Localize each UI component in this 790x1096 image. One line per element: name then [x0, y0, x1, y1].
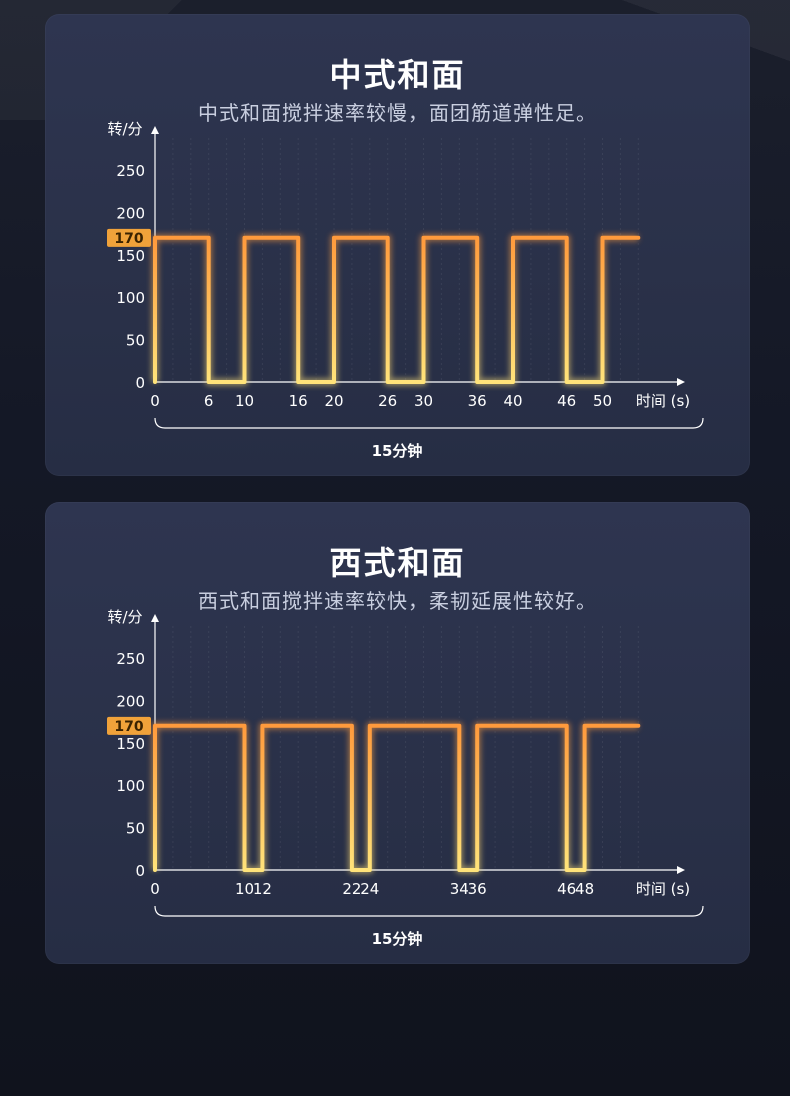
highlight-tag-label: 170: [114, 231, 143, 247]
card-subtitle: 中式和面搅拌速率较慢，面团筋道弹性足。: [198, 101, 597, 125]
x-axis-label: 时间 (s): [636, 880, 690, 898]
y-tick-label: 100: [116, 777, 145, 795]
x-tick-label: 20: [324, 392, 343, 410]
x-tick-label: 24: [360, 880, 379, 898]
x-tick-label: 16: [289, 392, 308, 410]
western-kneading-card: 西式和面 西式和面搅拌速率较快，柔韧延展性较好。 转/分 0 50 100 150 200…: [45, 502, 750, 964]
y-tick-label: 0: [135, 374, 145, 392]
speed-chart-chinese: 转/分 0 50 100 150 200 250 170 0 6 10 16 20 26 30 36 40 46 5…: [107, 120, 704, 460]
y-tick-label: 50: [126, 332, 145, 350]
x-tick-label: 36: [468, 880, 487, 898]
x-tick-label: 30: [414, 392, 433, 410]
duration-label: 15分钟: [372, 930, 423, 948]
card-subtitle: 西式和面搅拌速率较快，柔韧延展性较好。: [198, 589, 597, 613]
x-tick-label: 10: [235, 392, 254, 410]
x-tick-label: 48: [575, 880, 594, 898]
chinese-kneading-card: 中式和面 中式和面搅拌速率较慢，面团筋道弹性足。 转/分 0 50 100 150 200…: [45, 14, 750, 476]
highlight-tag: [107, 228, 151, 247]
series-line: [153, 723, 641, 872]
y-tick-label: 150: [116, 247, 145, 265]
x-tick-label: 12: [253, 880, 272, 898]
x-tick-label: 22: [342, 880, 361, 898]
y-axis-arrow: [151, 126, 159, 134]
x-axis-label: 时间 (s): [636, 392, 690, 410]
x-tick-label: 36: [468, 392, 487, 410]
y-axis-arrow: [151, 614, 159, 622]
y-tick-label: 200: [116, 204, 145, 222]
x-tick-label: 0: [150, 880, 160, 898]
x-tick-label: 10: [235, 880, 254, 898]
duration-label: 15分钟: [372, 442, 423, 460]
highlight-tag-label: 170: [114, 719, 143, 735]
y-tick-label: 150: [116, 735, 145, 753]
x-tick-label: 40: [503, 392, 522, 410]
x-tick-label: 34: [450, 880, 469, 898]
y-axis-label: 转/分: [107, 120, 142, 138]
y-tick-label: 0: [135, 862, 145, 880]
x-axis-arrow: [677, 378, 685, 386]
y-tick-label: 100: [116, 289, 145, 307]
x-tick-label: 0: [150, 392, 160, 410]
y-tick-label: 250: [116, 650, 145, 668]
highlight-tag: [107, 716, 151, 735]
x-tick-label: 6: [204, 392, 214, 410]
duration-brace: [154, 905, 704, 917]
y-tick-label: 250: [116, 162, 145, 180]
x-axis-arrow: [677, 866, 685, 874]
x-tick-label: 46: [557, 392, 576, 410]
card-title: 西式和面: [329, 544, 466, 582]
x-tick-label: 50: [593, 392, 612, 410]
y-tick-label: 200: [116, 692, 145, 710]
series-line: [153, 235, 641, 384]
x-tick-label: 46: [557, 880, 576, 898]
x-tick-label: 26: [378, 392, 397, 410]
card-title: 中式和面: [329, 56, 466, 94]
y-axis-label: 转/分: [107, 608, 142, 626]
y-tick-label: 50: [126, 820, 145, 838]
duration-brace: [154, 417, 704, 429]
